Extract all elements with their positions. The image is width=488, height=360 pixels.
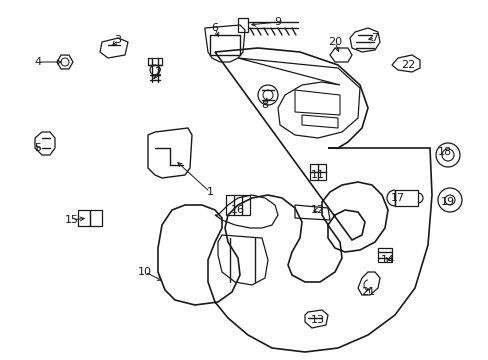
Text: 20: 20 — [327, 37, 342, 47]
Text: 21: 21 — [360, 287, 374, 297]
Text: 8: 8 — [261, 100, 268, 110]
Text: 2: 2 — [154, 67, 161, 77]
Text: 17: 17 — [390, 193, 404, 203]
Text: 14: 14 — [380, 255, 394, 265]
Text: 15: 15 — [65, 215, 79, 225]
Text: 5: 5 — [35, 143, 41, 153]
Text: 18: 18 — [437, 147, 451, 157]
Text: 9: 9 — [274, 17, 281, 27]
Text: 7: 7 — [371, 33, 378, 43]
Text: 12: 12 — [310, 205, 325, 215]
Text: 3: 3 — [114, 35, 121, 45]
Text: 19: 19 — [440, 197, 454, 207]
Text: 16: 16 — [230, 205, 244, 215]
Text: 4: 4 — [34, 57, 41, 67]
Text: 11: 11 — [310, 170, 325, 180]
Text: 22: 22 — [400, 60, 414, 70]
Text: 6: 6 — [211, 23, 218, 33]
Text: 10: 10 — [138, 267, 152, 277]
Text: 13: 13 — [310, 315, 325, 325]
Text: 1: 1 — [206, 187, 213, 197]
